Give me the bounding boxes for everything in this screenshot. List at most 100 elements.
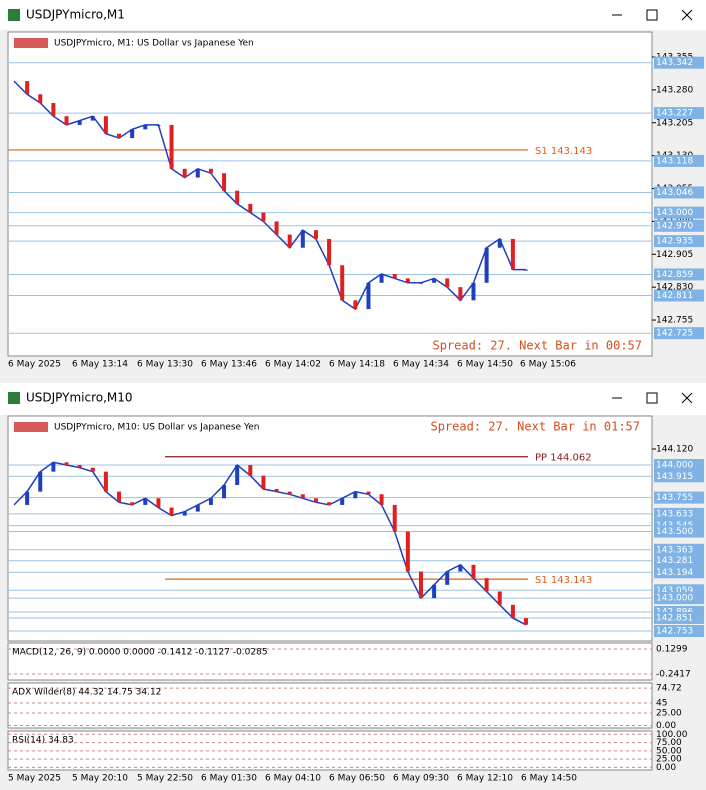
- price-tag: [654, 235, 704, 248]
- price-label: 142.830: [656, 283, 693, 293]
- price-tag: [654, 458, 704, 471]
- indicator-label: MACD(12, 26, 9) 0.0000 0.0000 -0.1412 -0…: [12, 648, 268, 658]
- chart-area: [7, 31, 653, 357]
- price-tag: [654, 186, 704, 199]
- candle: [300, 230, 305, 248]
- candle: [471, 564, 476, 579]
- maximize-button[interactable]: [646, 392, 658, 404]
- price-tag-label: 142.753: [656, 627, 693, 637]
- indicator-axis-label: -0.2417: [656, 669, 691, 679]
- candle: [392, 274, 397, 279]
- candle: [405, 531, 410, 572]
- time-label: 5 May 2025: [8, 774, 61, 784]
- candle: [235, 190, 240, 204]
- time-label: 5 May 20:10: [72, 774, 128, 784]
- candle: [418, 282, 423, 284]
- candle: [77, 120, 82, 125]
- price-tag: [654, 507, 704, 520]
- indicator-axis-label: 25.00: [656, 755, 682, 765]
- candle: [497, 238, 502, 248]
- candle: [222, 484, 227, 499]
- candle: [524, 269, 528, 271]
- indicator-label: ADX Wilder(8) 44.32 14.75 34.12: [12, 688, 161, 698]
- candle: [366, 282, 371, 310]
- price-tag: [654, 56, 704, 69]
- maximize-button[interactable]: [646, 9, 658, 21]
- chart-label: USDJPYmicro, M10: US Dollar vs Japanese …: [54, 423, 260, 433]
- price-tag-label: 142.970: [656, 221, 693, 231]
- price-tag-label: 143.633: [656, 509, 693, 519]
- candle: [64, 116, 69, 125]
- spread-label: Spread: 27. Next Bar in 00:57: [432, 339, 642, 353]
- time-label: 6 May 13:46: [201, 360, 257, 370]
- time-label: 6 May 14:02: [265, 360, 321, 370]
- price-tag-label: 143.342: [656, 58, 693, 68]
- candle: [445, 278, 450, 288]
- candle: [261, 212, 266, 222]
- time-label: 6 May 13:14: [72, 360, 128, 370]
- candle: [182, 511, 187, 516]
- time-label: 6 May 14:18: [329, 360, 385, 370]
- price-tag-label: 143.363: [656, 545, 693, 555]
- price-tag-label: 143.046: [656, 188, 693, 198]
- close-button[interactable]: [681, 392, 693, 404]
- close-button[interactable]: [681, 9, 693, 21]
- price-tag: [654, 289, 704, 302]
- price-tag: [654, 470, 704, 483]
- candle: [366, 491, 371, 495]
- candle: [25, 81, 30, 95]
- indicator-axis-label: 0.00: [656, 763, 676, 773]
- candle: [64, 462, 69, 465]
- candle: [287, 491, 292, 495]
- candle: [156, 498, 161, 508]
- price-tag-label: 142.725: [656, 329, 693, 339]
- price-tag: [654, 268, 704, 281]
- candle: [471, 282, 476, 301]
- candle: [445, 571, 450, 585]
- pivot-label: S1 143.143: [535, 146, 592, 157]
- candle: [248, 464, 253, 476]
- price-tag: [654, 611, 704, 624]
- indicator-axis-label: 74.72: [656, 684, 682, 694]
- candle: [340, 265, 345, 301]
- price-tag-label: 143.281: [656, 556, 693, 566]
- pivot-label: PP 144.062: [535, 453, 592, 464]
- candle: [484, 578, 489, 592]
- time-label: 6 May 13:30: [137, 360, 193, 370]
- indicator-axis-label: 0.00: [656, 721, 676, 731]
- candle: [208, 498, 213, 505]
- price-tag-label: 143.227: [656, 109, 693, 119]
- candle: [235, 464, 240, 485]
- app-icon: [8, 9, 20, 21]
- candle: [130, 502, 135, 505]
- candle: [379, 494, 384, 505]
- candle: [405, 278, 410, 283]
- candle: [143, 498, 148, 505]
- candle: [432, 278, 437, 283]
- time-label: 6 May 04:10: [265, 774, 321, 784]
- window-title: USDJPYmicro,M10: [26, 391, 133, 405]
- candle: [458, 287, 463, 301]
- candle: [90, 116, 95, 121]
- candle: [117, 133, 122, 139]
- time-label: 6 May 06:50: [329, 774, 385, 784]
- price-label: 144.120: [656, 445, 693, 455]
- candle: [510, 604, 515, 619]
- candle: [353, 300, 358, 310]
- candle: [195, 168, 200, 178]
- candle: [327, 238, 332, 266]
- price-tag: [654, 554, 704, 567]
- time-label: 6 May 2025: [8, 360, 61, 370]
- candle: [274, 221, 279, 235]
- indicator-axis-label: 100.00: [656, 730, 688, 740]
- price-label: 143.280: [656, 85, 693, 95]
- price-tag: [654, 543, 704, 556]
- indicator-panel: [7, 682, 653, 729]
- candle: [222, 173, 227, 191]
- price-tag: [654, 107, 704, 120]
- price-tag-label: 143.194: [656, 568, 693, 578]
- chart-label: USDJPYmicro, M1: US Dollar vs Japanese Y…: [54, 39, 254, 49]
- price-tag: [654, 491, 704, 504]
- candle: [484, 247, 489, 283]
- price-tag-label: 142.935: [656, 237, 693, 247]
